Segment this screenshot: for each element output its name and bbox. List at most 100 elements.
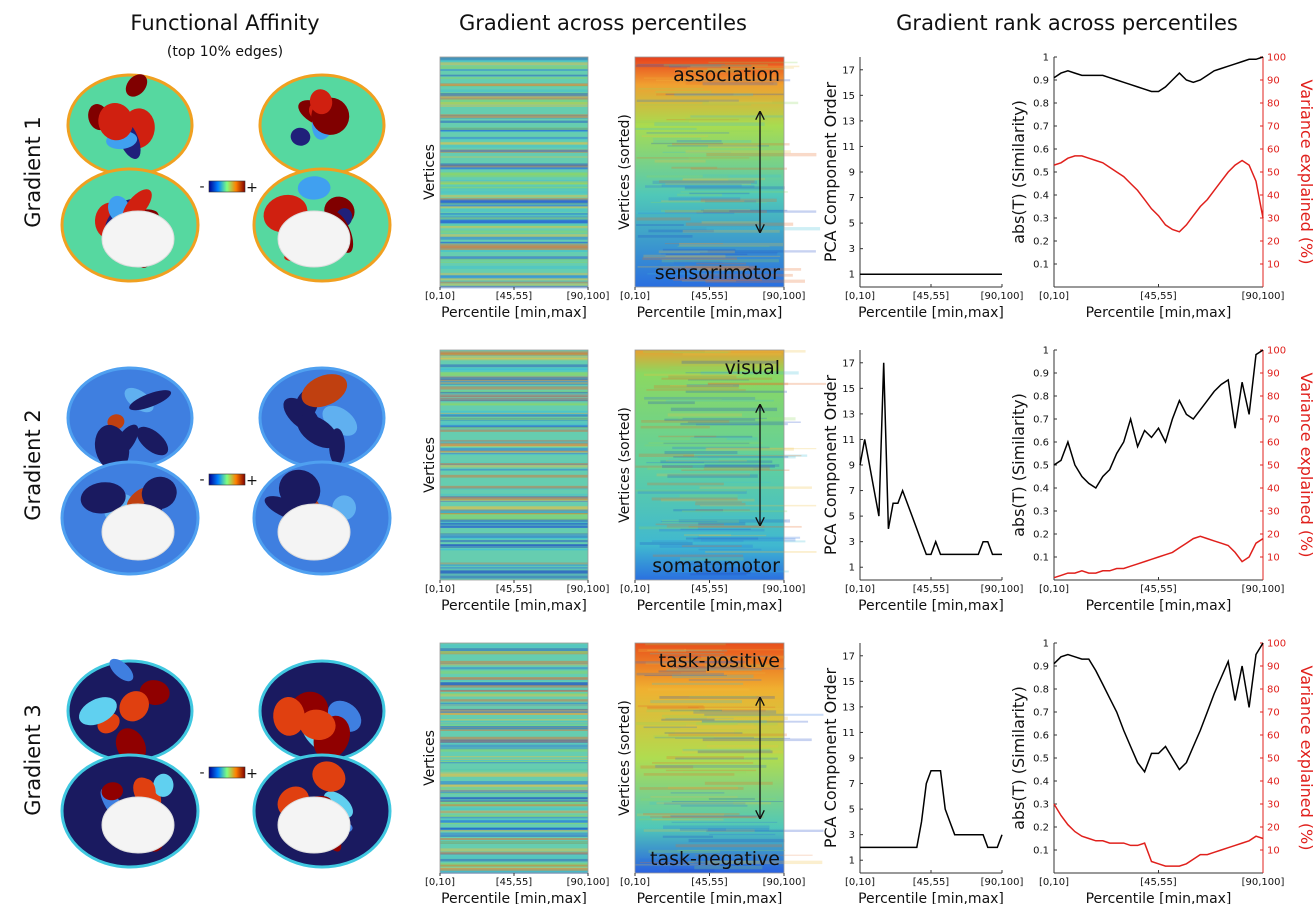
heatmap-stripe — [693, 538, 796, 542]
heatmap-stripe — [440, 493, 588, 496]
heatmap-stripe — [702, 516, 759, 518]
brain-medial-wall — [101, 503, 175, 561]
heatmap-stripe — [680, 423, 788, 426]
heatmap-stripe — [440, 789, 588, 794]
y-axis-label: abs(T) (Similarity) — [1009, 393, 1028, 537]
heatmap-stripe — [673, 261, 723, 265]
heatmap-stripe — [440, 644, 588, 648]
heatmap-stripe — [440, 198, 588, 202]
row-label: Gradient 2 — [21, 409, 45, 520]
x-tick-label: [45,55] — [1140, 291, 1177, 302]
heatmap-stripe — [707, 250, 816, 253]
heatmap-stripe — [674, 93, 754, 97]
x-tick-label: [90,100] — [1242, 584, 1285, 595]
heatmap-stripe — [440, 439, 588, 443]
x-axis-label: Percentile [min,max] — [637, 305, 783, 321]
heatmap-stripe — [691, 197, 779, 199]
series-line — [859, 362, 1002, 556]
heatmap-stripe — [667, 413, 743, 417]
row-label: Gradient 3 — [21, 704, 45, 815]
heatmap-stripe — [440, 92, 588, 94]
brain-region — [278, 469, 321, 510]
brain-region — [141, 476, 177, 510]
heatmap-stripe — [440, 870, 588, 873]
heatmap-stripe — [651, 142, 723, 145]
heatmap-stripe — [665, 460, 747, 462]
y-tick-label: 0.3 — [1033, 800, 1049, 811]
y2-tick-label: 20 — [1267, 823, 1280, 834]
heatmap-stripe — [440, 236, 588, 240]
y2-tick-label: 40 — [1267, 777, 1280, 788]
heatmap-stripe — [440, 841, 588, 844]
heatmap-stripe — [440, 386, 588, 390]
heatmap-stripe — [440, 395, 588, 398]
y-tick-label: 0.1 — [1033, 846, 1049, 857]
heatmap-stripe — [667, 474, 758, 478]
brain-region — [129, 390, 172, 411]
heatmap-stripe — [440, 425, 588, 429]
heatmap-stripe — [440, 516, 588, 518]
y2-tick-label: 100 — [1267, 53, 1286, 64]
heatmap-stripe — [658, 649, 728, 652]
heatmap-stripe — [440, 138, 588, 141]
heatmap-stripe — [638, 212, 735, 215]
heatmap-stripe — [671, 821, 778, 823]
heatmap-stripe — [680, 804, 748, 807]
heatmap-stripe — [440, 500, 588, 502]
y2-tick-label: 80 — [1267, 392, 1280, 403]
heatmap-stripe — [663, 825, 770, 829]
heatmap-stripe — [662, 835, 713, 838]
heatmap-stripe — [653, 140, 752, 143]
heatmap-stripe — [440, 257, 588, 261]
heatmap-stripe — [643, 813, 740, 816]
heatmap-stripe — [636, 157, 750, 159]
heatmap-stripe — [644, 674, 727, 677]
heatmap-stripe — [647, 707, 699, 709]
heatmap-stripe — [699, 709, 766, 712]
heatmap-stripe — [680, 726, 757, 730]
heatmap-stripe — [440, 208, 588, 211]
x-axis-label: Percentile [min,max] — [441, 598, 587, 614]
heatmap-stripe — [440, 848, 588, 852]
heatmap-stripe — [440, 84, 588, 87]
heatmap-stripe — [440, 682, 588, 686]
heatmap-stripe — [440, 394, 588, 396]
heatmap-stripe — [440, 391, 588, 394]
heatmap-stripe — [440, 526, 588, 529]
heatmap-stripe — [658, 435, 717, 438]
y2-tick-label: 100 — [1267, 639, 1286, 650]
heatmap-stripe — [440, 729, 588, 731]
heatmap-stripe — [440, 452, 588, 456]
heatmap-stripe — [440, 756, 588, 758]
heatmap-stripe — [646, 175, 729, 178]
heatmap-stripe — [440, 190, 588, 194]
heatmap-stripe — [440, 385, 588, 388]
colorbar-max: + — [246, 473, 258, 489]
heatmap-stripe — [635, 210, 697, 215]
heatmap-stripe — [660, 209, 730, 212]
heatmap-stripe — [646, 132, 730, 134]
heatmap-stripe — [440, 518, 588, 523]
heatmap-stripe — [440, 513, 588, 515]
heatmap-stripe — [440, 74, 588, 77]
heatmap-stripe — [440, 412, 588, 414]
heatmap-stripe — [680, 528, 751, 530]
heatmap-stripe — [685, 222, 794, 226]
heatmap-stripe — [641, 420, 730, 423]
heatmap-stripe — [650, 700, 742, 704]
heatmap-stripe — [698, 548, 762, 551]
heatmap-stripe — [440, 201, 588, 205]
heatmap-stripe — [690, 115, 783, 118]
heatmap-stripe — [440, 563, 588, 567]
heatmap-stripe — [702, 738, 812, 742]
heatmap-stripe — [675, 737, 791, 739]
heatmap-stripe — [707, 145, 758, 148]
y2-tick-label: 50 — [1267, 168, 1280, 179]
x-tick-label: [45,55] — [496, 877, 533, 888]
y2-tick-label: 20 — [1267, 530, 1280, 541]
heatmap-stripe — [677, 193, 723, 197]
annotation: task-positive — [659, 650, 780, 672]
heatmap-stripe — [646, 461, 704, 464]
heatmap-stripe — [440, 789, 588, 792]
heatmap-stripe — [440, 768, 588, 771]
